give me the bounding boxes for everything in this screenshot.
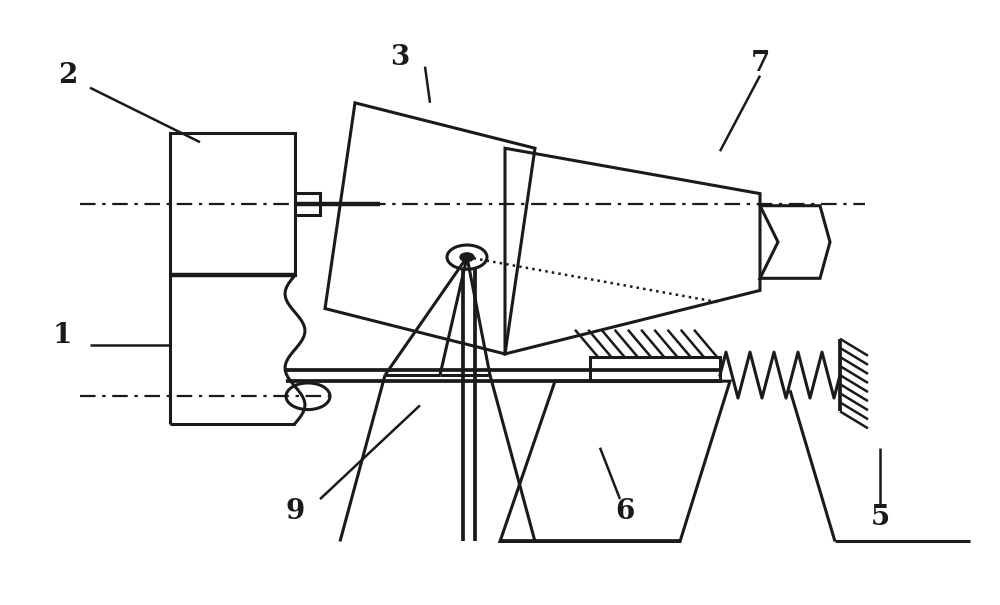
Text: 6: 6 [615, 498, 635, 525]
Bar [590, 357, 720, 381]
Bar [170, 133, 295, 275]
Text: 7: 7 [750, 50, 770, 77]
Text: 3: 3 [390, 44, 410, 71]
Text: 5: 5 [870, 504, 890, 531]
Circle shape [460, 253, 474, 261]
Bar [295, 193, 320, 215]
Text: 9: 9 [285, 498, 305, 525]
Text: 2: 2 [58, 62, 78, 89]
Text: 1: 1 [52, 322, 72, 349]
